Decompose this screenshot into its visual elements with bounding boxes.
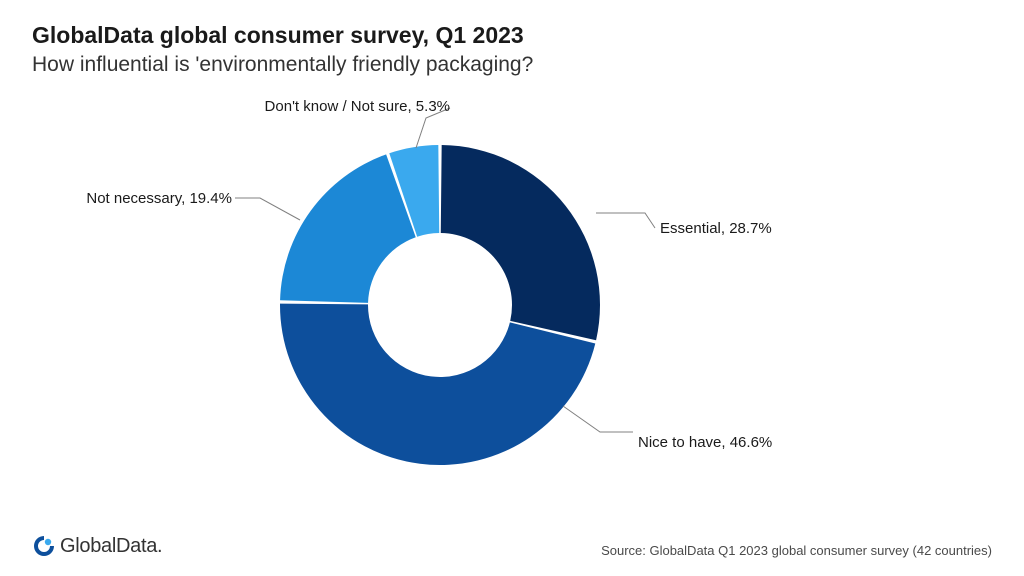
leader-line bbox=[235, 198, 300, 220]
slice-label: Essential, 28.7% bbox=[660, 220, 772, 237]
logo: GlobalData. bbox=[32, 534, 162, 558]
donut-svg: Essential, 28.7% Nice to have, 46.6% Not n… bbox=[0, 80, 1024, 510]
chart-title: GlobalData global consumer survey, Q1 20… bbox=[32, 22, 992, 49]
leader-line bbox=[596, 213, 655, 228]
slice-label: Not necessary, 19.4% bbox=[86, 190, 232, 207]
footer: GlobalData. Source: GlobalData Q1 2023 g… bbox=[32, 534, 992, 558]
slice-essential bbox=[441, 145, 600, 340]
slice-not-necessary bbox=[280, 154, 416, 303]
slice-label: Don't know / Not sure, 5.3% bbox=[265, 98, 450, 115]
logo-text: GlobalData. bbox=[60, 535, 162, 558]
source-text: Source: GlobalData Q1 2023 global consum… bbox=[601, 543, 992, 558]
header: GlobalData global consumer survey, Q1 20… bbox=[0, 0, 1024, 77]
leader-line bbox=[563, 406, 633, 432]
globaldata-logo-icon bbox=[32, 534, 56, 558]
slice-label: Nice to have, 46.6% bbox=[638, 434, 772, 451]
chart-subtitle: How influential is 'environmentally frie… bbox=[32, 53, 992, 77]
donut-chart: Essential, 28.7% Nice to have, 46.6% Not n… bbox=[0, 80, 1024, 510]
